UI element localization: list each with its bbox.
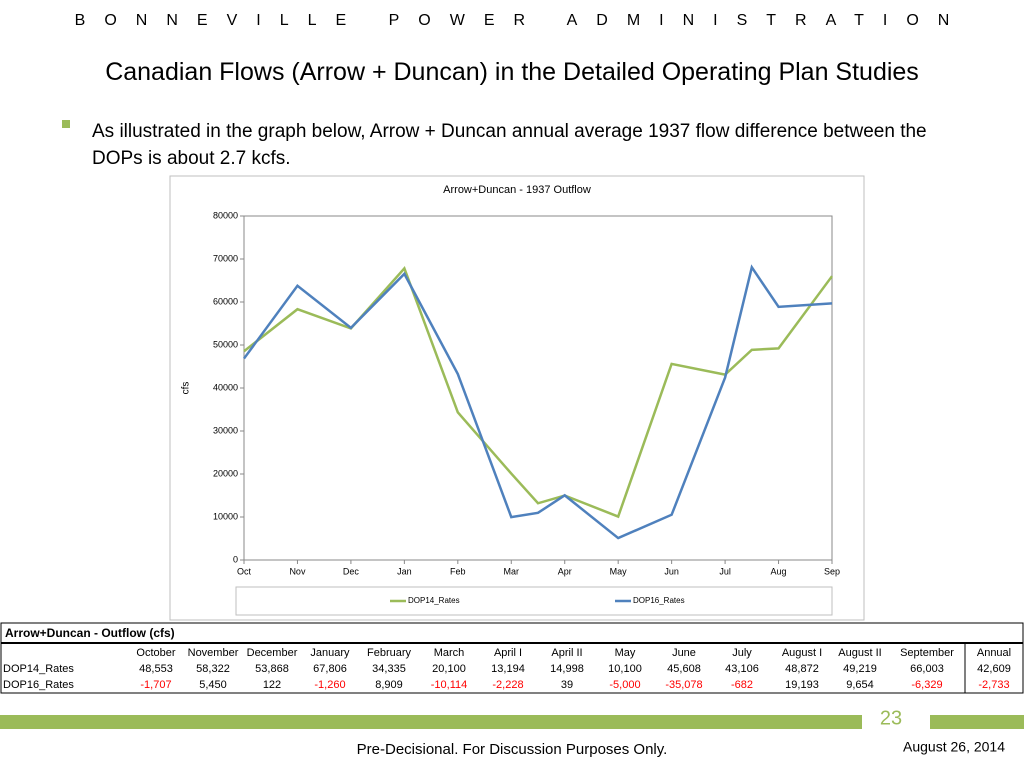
row-label: DOP14_Rates <box>3 663 74 675</box>
table-cell: 42,609 <box>977 663 1011 675</box>
x-tick-label: Nov <box>289 566 306 576</box>
table-cell: 39 <box>561 679 573 691</box>
table-cell: 34,335 <box>372 663 406 675</box>
table-header: September <box>900 647 954 659</box>
table-header: August I <box>782 647 822 659</box>
x-tick-label: Aug <box>771 566 787 576</box>
y-axis-label: cfs <box>181 382 192 395</box>
org-header: BONNEVILLE POWER ADMINISTRATION <box>74 12 969 29</box>
table-cell: -1,707 <box>140 679 171 691</box>
legend-box <box>235 586 833 616</box>
chart-title: Arrow+Duncan - 1937 Outflow <box>443 184 591 196</box>
y-tick-label: 0 <box>233 554 238 564</box>
table-cell: 45,608 <box>667 663 701 675</box>
legend-label: DOP14_Rates <box>408 596 460 605</box>
y-tick-label: 70000 <box>213 253 238 263</box>
table-cell: 13,194 <box>491 663 525 675</box>
footer-note: Pre-Decisional. For Discussion Purposes … <box>357 741 668 758</box>
x-tick-label: Jan <box>397 566 412 576</box>
bullet-text: As illustrated in the graph below, Arrow… <box>92 121 927 169</box>
table-header: November <box>188 647 239 659</box>
table-title: Arrow+Duncan - Outflow (cfs) <box>5 626 175 640</box>
table-cell: 5,450 <box>199 679 227 691</box>
chart-frame <box>169 175 865 621</box>
table-header: May <box>615 647 636 659</box>
x-tick-label: Oct <box>237 566 252 576</box>
table-cell: -2,733 <box>978 679 1009 691</box>
y-tick-label: 30000 <box>213 425 238 435</box>
table-cell: 43,106 <box>725 663 759 675</box>
table-cell: -1,260 <box>314 679 345 691</box>
x-tick-label: Jun <box>664 566 679 576</box>
table-header: October <box>136 647 175 659</box>
table-header: December <box>247 647 298 659</box>
table-cell: 48,872 <box>785 663 819 675</box>
y-tick-label: 10000 <box>213 511 238 521</box>
table-cell: 48,553 <box>139 663 173 675</box>
table-cell: 19,193 <box>785 679 819 691</box>
table-header: January <box>310 647 350 659</box>
table-cell: 14,998 <box>550 663 584 675</box>
slide-title: Canadian Flows (Arrow + Duncan) in the D… <box>105 58 919 86</box>
table-cell: -35,078 <box>665 679 702 691</box>
table-cell: -5,000 <box>609 679 640 691</box>
bullet-marker <box>62 120 70 128</box>
table-header: March <box>434 647 465 659</box>
y-tick-label: 40000 <box>213 382 238 392</box>
table-cell: 122 <box>263 679 281 691</box>
table-cell: -10,114 <box>431 679 468 691</box>
x-tick-label: Apr <box>558 566 572 576</box>
x-tick-label: May <box>610 566 628 576</box>
page-number: 23 <box>880 707 902 729</box>
table-cell: 67,806 <box>313 663 347 675</box>
table-cell: 58,322 <box>196 663 230 675</box>
table-header: February <box>367 647 412 659</box>
y-tick-label: 60000 <box>213 296 238 306</box>
table-header: April II <box>551 647 582 659</box>
table-cell: 9,654 <box>846 679 874 691</box>
table-header: August II <box>838 647 881 659</box>
footer-bar <box>930 715 1024 729</box>
table-cell: 20,100 <box>432 663 466 675</box>
y-tick-label: 20000 <box>213 468 238 478</box>
footer-bar <box>0 715 862 729</box>
x-tick-label: Mar <box>504 566 520 576</box>
y-tick-label: 50000 <box>213 339 238 349</box>
table-cell: 66,003 <box>910 663 944 675</box>
y-tick-label: 80000 <box>213 210 238 220</box>
x-tick-label: Sep <box>824 566 840 576</box>
x-tick-label: Feb <box>450 566 466 576</box>
table-cell: -6,329 <box>911 679 942 691</box>
table-cell: 53,868 <box>255 663 289 675</box>
x-tick-label: Jul <box>719 566 731 576</box>
series-line <box>242 264 833 540</box>
footer-date: August 26, 2014 <box>903 739 1005 755</box>
row-label: DOP16_Rates <box>3 679 74 691</box>
table-header: April I <box>494 647 522 659</box>
table-cell: 8,909 <box>375 679 403 691</box>
table-cell: 10,100 <box>608 663 642 675</box>
table-cell: -682 <box>731 679 753 691</box>
table-header: July <box>732 647 752 659</box>
table-cell: -2,228 <box>492 679 523 691</box>
table-header: June <box>672 647 696 659</box>
table-cell: 49,219 <box>843 663 877 675</box>
table-header: Annual <box>977 647 1011 659</box>
table-frame <box>0 622 1024 694</box>
legend-label: DOP16_Rates <box>633 596 685 605</box>
x-tick-label: Dec <box>343 566 360 576</box>
